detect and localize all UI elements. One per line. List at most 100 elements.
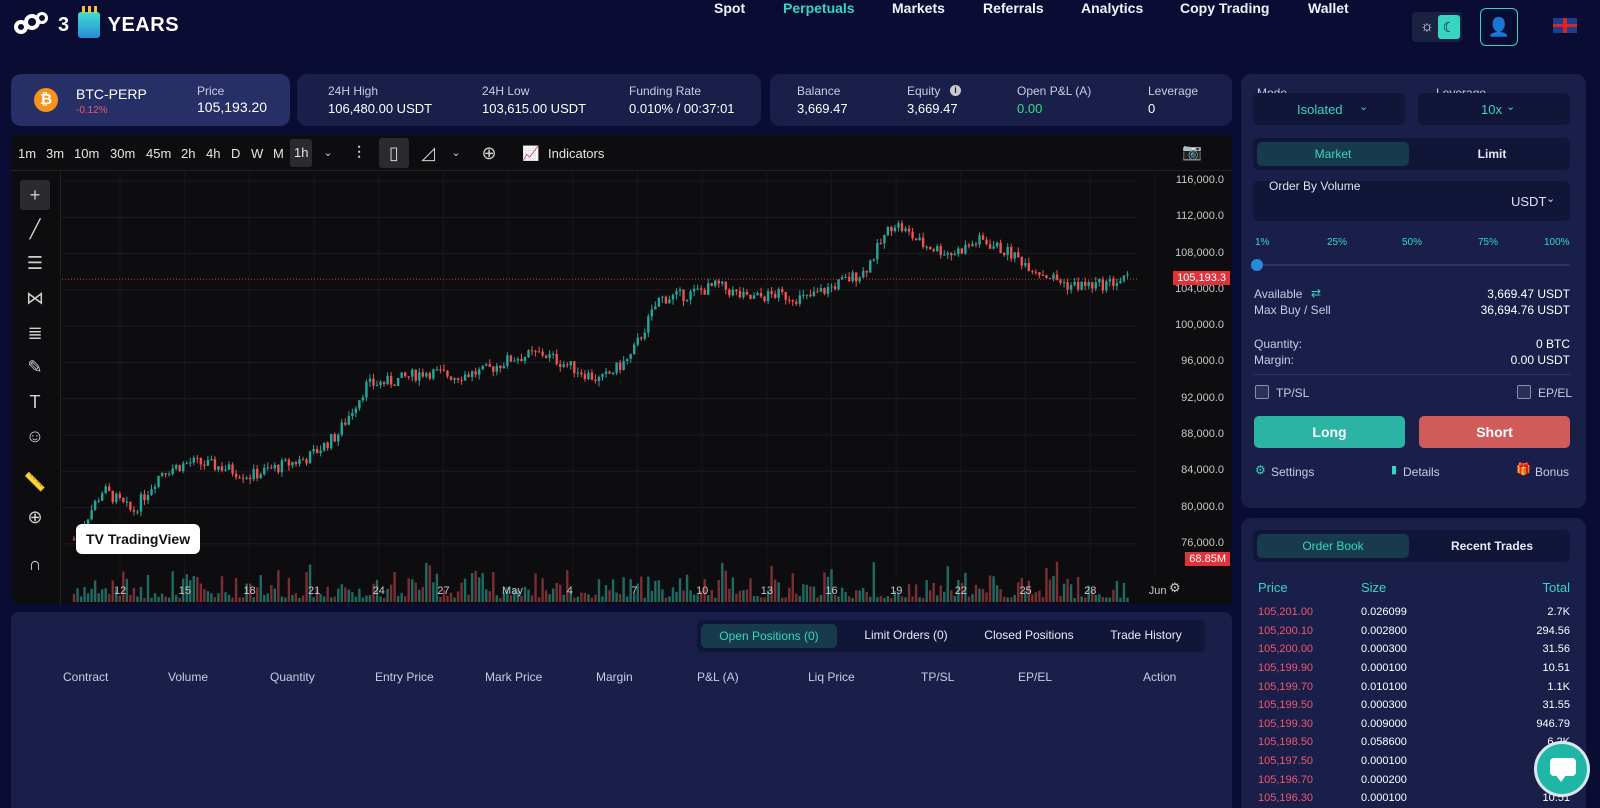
chart-settings-icon[interactable]: ⚙ [1169,580,1181,595]
volume-slider-track[interactable] [1257,264,1570,266]
timeframe-m[interactable]: M [273,146,284,161]
user-settings-button[interactable]: 👤 [1480,8,1518,46]
details-link[interactable]: Details [1403,465,1440,479]
zoom-in-icon[interactable]: ⊕ [27,507,43,527]
timeframe-2h[interactable]: 2h [181,146,196,161]
tab-limit-orders[interactable]: Limit Orders (0) [864,628,948,642]
logo[interactable]: 3 YEARS [14,6,179,38]
candle [893,227,897,232]
volume-bar [266,593,269,602]
orderbook-row[interactable]: 105,199.30 0.009000 946.79 [1258,715,1570,734]
timeframe-10m[interactable]: 10m [74,146,100,161]
pct-75[interactable]: 75% [1478,237,1499,248]
timeframe-3m[interactable]: 3m [46,146,65,161]
orderbook-row[interactable]: 105,201.00 0.026099 2.7K [1258,603,1570,622]
volume-slider-handle[interactable] [1251,259,1263,271]
volume-bar [988,575,992,602]
camera-icon[interactable]: 📷 [1182,144,1202,161]
orderbook-row[interactable]: 105,199.70 0.010100 1.1K [1258,677,1570,696]
candle [840,277,844,280]
tab-order-book[interactable]: Order Book [1257,534,1409,558]
ticker-panel[interactable]: ₿ BTC-PERP -0.12% Price 105,193.20 [11,74,290,126]
pattern-icon[interactable]: ⋈ [26,288,44,308]
timeframe-45m[interactable]: 45m [146,146,172,161]
indicators-button[interactable]: Indicators [548,146,605,161]
currency-select[interactable]: USDT [1511,194,1547,209]
transfer-icon[interactable]: ⇄ [1311,286,1322,300]
orderbook-row[interactable]: 105,199.50 0.000300 31.55 [1258,696,1570,715]
tab-recent-trades[interactable]: Recent Trades [1450,539,1534,553]
candles-icon[interactable]: ▯ [379,138,409,168]
timeframe-d[interactable]: D [231,146,241,161]
tab-open-positions[interactable]: Open Positions (0) [701,624,837,648]
volume-input[interactable]: Order By Volume USDT ⌄ [1253,179,1570,221]
uk-flag-icon[interactable] [1553,18,1577,33]
brush-icon[interactable]: ✎ [27,357,43,377]
tradingview-watermark[interactable]: TV TradingView [76,524,201,554]
area-chart-icon[interactable]: ◿ [421,143,435,163]
leverage-select[interactable]: 10x ⌄ [1418,93,1570,125]
tab-limit[interactable]: Limit [1477,147,1507,161]
leverage-value: 0 [1148,101,1156,116]
orderbook-row[interactable]: 105,200.10 0.002800 294.56 [1258,622,1570,641]
pct-100[interactable]: 100% [1544,237,1570,248]
nav-wallet[interactable]: Wallet [1308,0,1349,16]
pct-25[interactable]: 25% [1327,237,1348,248]
trendline-icon[interactable]: ╱ [29,219,41,239]
tab-market[interactable]: Market [1257,142,1409,166]
ob-price: 105,200.10 [1258,624,1314,637]
candle [196,457,199,459]
candle [717,280,720,284]
nav-analytics[interactable]: Analytics [1081,0,1144,16]
timeframe-w[interactable]: W [251,146,264,161]
candle [1108,278,1112,282]
emoji-icon[interactable]: ☺ [25,426,45,446]
nav-markets[interactable]: Markets [892,0,945,16]
candle [847,276,851,282]
orderbook-row[interactable]: 105,199.90 0.000100 10.51 [1258,659,1570,678]
orderbook-row[interactable]: 105,200.00 0.000300 31.56 [1258,640,1570,659]
timeframe-4h[interactable]: 4h [206,146,221,161]
add-compare-icon[interactable]: ⊕ [481,143,497,163]
nav-copy-trading[interactable]: Copy Trading [1180,0,1270,16]
tab-closed-positions[interactable]: Closed Positions [984,628,1074,642]
short-button[interactable]: Short [1419,416,1570,448]
text-icon[interactable]: T [29,392,41,412]
tpsl-checkbox[interactable] [1255,385,1269,399]
long-button[interactable]: Long [1254,416,1405,448]
ruler-icon[interactable]: 📏 [23,472,47,492]
settings-link[interactable]: Settings [1271,465,1315,479]
chevron-down-icon[interactable]: ⌄ [451,147,461,159]
horizontal-lines-icon[interactable]: ☰ [26,253,44,273]
chevron-down-icon[interactable]: ⌄ [323,147,333,159]
bonus-link[interactable]: Bonus [1535,465,1570,479]
pct-1[interactable]: 1% [1255,237,1270,248]
nav-spot[interactable]: Spot [714,0,746,16]
timeframe-1h[interactable]: 1h [290,139,313,167]
orderbook-row[interactable]: 105,196.30 0.000100 10.51 [1258,789,1570,808]
indicators-icon[interactable]: 📈 [522,145,540,161]
price-chart[interactable]: 1m 3m 10m 30m 45m 2h 4h D W M 1h ⌄ ⫶ ▯ ◿… [11,135,1232,604]
nav-perpetuals[interactable]: Perpetuals [783,0,855,16]
nav-referrals[interactable]: Referrals [983,0,1044,16]
magnet-icon[interactable]: ∩ [28,554,42,574]
theme-toggle[interactable]: ☼ ☾ [1412,12,1462,42]
fib-icon[interactable]: ≣ [27,323,43,343]
orderbook-row[interactable]: 105,198.500.0586006.2K [1258,733,1570,752]
timeframe-30m[interactable]: 30m [110,146,136,161]
bar-style-icon[interactable]: ⫶ [356,143,362,163]
candle [516,358,520,361]
timeframe-1m[interactable]: 1m [18,146,37,161]
volume-bar [337,588,340,602]
orderbook-row[interactable]: 105,196.700.00020021.04 [1258,770,1570,789]
chat-icon[interactable] [1534,741,1590,797]
crosshair-icon[interactable]: + [20,180,50,210]
info-icon[interactable]: i [950,85,961,96]
pct-50[interactable]: 50% [1402,237,1423,248]
mode-select[interactable]: Isolated ⌄ [1253,93,1405,125]
tab-trade-history[interactable]: Trade History [1110,628,1182,642]
candlestick-plot[interactable] [62,172,1232,604]
col-action: Action [1143,670,1177,684]
epel-checkbox[interactable] [1517,385,1531,399]
